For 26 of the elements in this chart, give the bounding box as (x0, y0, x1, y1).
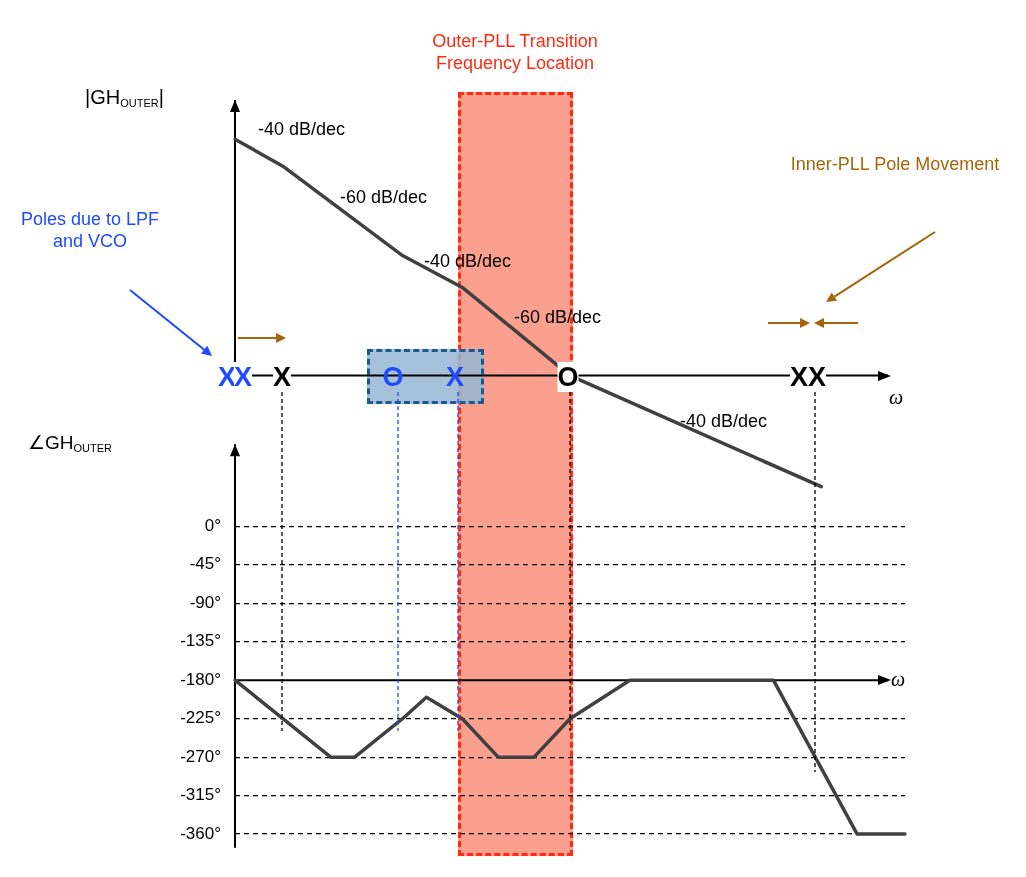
annotation: O (557, 362, 579, 392)
annotation: X (807, 362, 827, 392)
y-axis-title: ∠GH$_{OUTER}$ (28, 432, 112, 456)
y-tick-label: -45° (189, 554, 221, 574)
annotation: -40 dB/dec (680, 410, 768, 432)
y-tick-label: -360° (180, 823, 221, 843)
annotation: X (234, 362, 253, 392)
text: -40 dB/dec (258, 118, 346, 140)
y-tick-label: -315° (180, 785, 221, 805)
annotation: X (789, 362, 809, 392)
annotation: X (272, 362, 292, 392)
annotation: -40 dB/dec (424, 250, 512, 272)
y-axis-title: |GH$_{OUTER}$| (85, 86, 164, 111)
ref-line-label: ω (891, 668, 906, 691)
y-tick-label: -270° (180, 746, 221, 766)
y-tick-label: -135° (180, 631, 221, 651)
annotation: Inner-PLL Pole Movement (789, 153, 1001, 175)
y-tick-label: -180° (180, 669, 221, 689)
annotation: -60 dB/dec (514, 306, 602, 328)
y-tick-label: -225° (180, 708, 221, 728)
y-tick-label: -90° (189, 592, 221, 612)
x-axis-title: ω (889, 386, 904, 408)
text: Outer-PLL Transition Frequency Location (431, 30, 599, 74)
text: Poles due to LPF and VCO (20, 208, 160, 252)
y-tick-label: 0° (204, 515, 221, 535)
annotation: -60 dB/dec (340, 186, 428, 208)
